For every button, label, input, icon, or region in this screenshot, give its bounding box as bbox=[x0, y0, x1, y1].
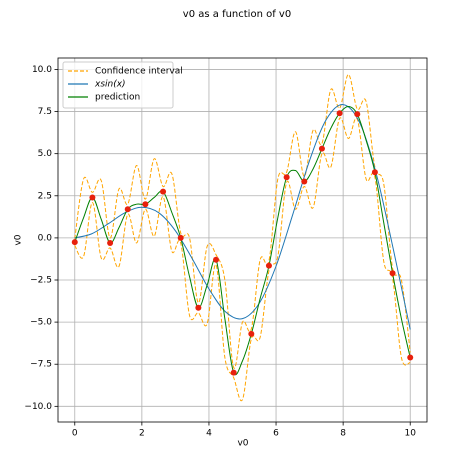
x-tick-label: 4 bbox=[206, 429, 212, 439]
observation-point bbox=[283, 174, 290, 181]
x-tick-label: 2 bbox=[139, 429, 145, 439]
y-tick-label: −7.5 bbox=[30, 360, 52, 370]
legend-box bbox=[62, 61, 174, 109]
confidence-upper bbox=[74, 74, 411, 369]
x-tick-label: 8 bbox=[340, 429, 346, 439]
observation-point bbox=[142, 201, 149, 208]
observation-point bbox=[107, 239, 114, 246]
observation-point bbox=[389, 270, 396, 277]
observation-point bbox=[177, 234, 184, 241]
confidence-lower bbox=[74, 117, 411, 402]
legend-label: xsin(x) bbox=[94, 80, 126, 90]
observation-point bbox=[301, 178, 308, 185]
x-axis-label: v0 bbox=[237, 439, 248, 449]
y-tick-label: 5.0 bbox=[38, 149, 53, 159]
y-tick-label: 7.5 bbox=[38, 107, 52, 117]
series-line bbox=[74, 106, 411, 376]
y-tick-label: −5.0 bbox=[30, 318, 52, 328]
chart-title: v0 as a function of v0 bbox=[183, 9, 291, 20]
legend-label: Confidence interval bbox=[95, 67, 183, 77]
y-tick-label: −2.5 bbox=[30, 276, 52, 286]
observation-point bbox=[336, 110, 343, 117]
y-tick-label: 2.5 bbox=[38, 191, 52, 201]
observation-point bbox=[248, 330, 255, 337]
legend: Confidence interval xsin(x) prediction bbox=[62, 61, 183, 109]
x-tick-label: 0 bbox=[72, 429, 78, 439]
observation-point bbox=[230, 369, 237, 376]
y-tick-label: 10.0 bbox=[32, 65, 52, 75]
legend-label: prediction bbox=[95, 93, 140, 103]
y-axis-label: v0 bbox=[14, 234, 24, 245]
observation-point bbox=[371, 169, 378, 176]
observation-point bbox=[213, 256, 220, 263]
y-tick-label: −10.0 bbox=[24, 402, 52, 412]
observation-point bbox=[195, 304, 202, 311]
observation-point bbox=[354, 111, 361, 118]
observation-point bbox=[265, 262, 272, 269]
observation-point bbox=[160, 188, 167, 195]
x-tick-label: 6 bbox=[273, 429, 279, 439]
observation-point bbox=[71, 239, 78, 246]
y-tick-label: 0.0 bbox=[38, 233, 53, 243]
observation-point bbox=[318, 145, 325, 152]
observation-point bbox=[89, 194, 96, 201]
series-line bbox=[74, 104, 411, 330]
x-tick-label: 10 bbox=[405, 429, 417, 439]
plot-frame bbox=[57, 57, 428, 423]
observation-point bbox=[407, 354, 414, 361]
observation-point bbox=[124, 206, 131, 213]
